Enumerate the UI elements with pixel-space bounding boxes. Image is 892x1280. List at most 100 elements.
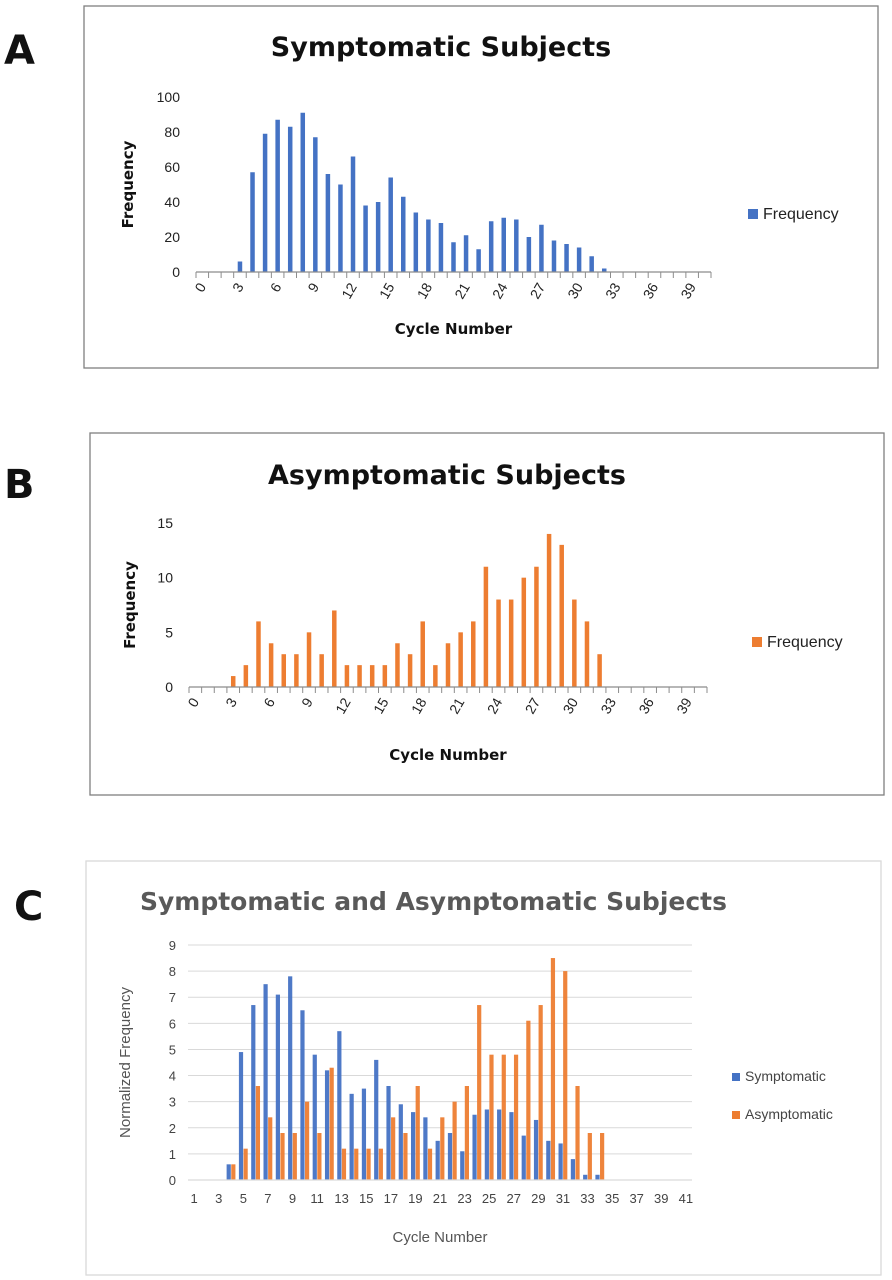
- chart-frame: [83, 5, 879, 369]
- bar-frequency: [300, 112, 306, 272]
- legend-swatch: [732, 1111, 740, 1119]
- bar-asymptomatic: [477, 1005, 482, 1180]
- bar-symptomatic: [558, 1143, 563, 1180]
- x-tick-label: 3: [215, 1191, 222, 1206]
- bar-frequency: [546, 533, 552, 687]
- legend-swatch: [732, 1073, 740, 1081]
- bar-asymptomatic: [231, 1164, 236, 1180]
- bar-asymptomatic: [243, 1148, 248, 1180]
- legend-label: Frequency: [767, 634, 843, 651]
- bar-asymptomatic: [575, 1086, 580, 1180]
- bar-frequency: [268, 643, 274, 687]
- bar-frequency: [433, 665, 438, 687]
- x-tick-label: 33: [602, 280, 624, 302]
- bar-frequency: [508, 599, 514, 687]
- x-tick-label: 29: [531, 1191, 545, 1206]
- bar-frequency: [438, 223, 444, 272]
- bar-symptomatic: [447, 1133, 453, 1180]
- y-tick-label: 0: [169, 1173, 176, 1188]
- bar-asymptomatic: [538, 1005, 543, 1180]
- panel-label-c: C: [14, 884, 44, 930]
- bar-frequency: [338, 184, 343, 272]
- bar-asymptomatic: [600, 1133, 605, 1180]
- bar-asymptomatic: [317, 1133, 322, 1180]
- x-tick-label: 15: [359, 1191, 373, 1206]
- bar-asymptomatic: [563, 971, 568, 1180]
- bar-frequency: [597, 654, 602, 687]
- bar-frequency: [488, 221, 494, 272]
- bar-frequency: [476, 249, 481, 272]
- bar-frequency: [350, 156, 356, 272]
- bar-frequency: [294, 654, 299, 687]
- bar-symptomatic: [226, 1164, 231, 1180]
- bar-asymptomatic: [587, 1133, 592, 1180]
- y-axis-label: Frequency: [121, 561, 139, 649]
- bar-symptomatic: [484, 1109, 489, 1180]
- x-axis-label: Cycle Number: [395, 320, 513, 338]
- bar-frequency: [319, 654, 324, 687]
- bar-symptomatic: [337, 1031, 342, 1180]
- bar-symptomatic: [497, 1109, 502, 1180]
- bar-frequency: [564, 244, 569, 272]
- bar-frequency: [589, 256, 594, 272]
- bar-symptomatic: [288, 976, 293, 1180]
- x-tick-label: 17: [384, 1191, 398, 1206]
- x-tick-label: 23: [457, 1191, 471, 1206]
- bar-symptomatic: [546, 1140, 551, 1180]
- x-axis-label: Cycle Number: [389, 746, 507, 764]
- bar-asymptomatic: [341, 1148, 347, 1180]
- x-tick-label: 39: [677, 280, 699, 302]
- bar-symptomatic: [386, 1086, 391, 1180]
- chart-frame: [89, 432, 885, 796]
- y-tick-label: 0: [172, 264, 180, 280]
- bar-frequency: [332, 610, 337, 687]
- x-tick-label: 37: [629, 1191, 643, 1206]
- x-tick-label: 18: [414, 280, 436, 302]
- y-tick-label: 10: [157, 570, 173, 586]
- bar-frequency: [363, 205, 368, 272]
- bar-symptomatic: [595, 1174, 600, 1180]
- x-tick-label: 39: [654, 1191, 668, 1206]
- bar-asymptomatic: [366, 1148, 371, 1180]
- bar-asymptomatic: [354, 1148, 359, 1180]
- bar-symptomatic: [521, 1135, 526, 1180]
- bar-symptomatic: [374, 1059, 379, 1180]
- x-tick-label: 35: [605, 1191, 619, 1206]
- x-tick-label: 36: [640, 280, 662, 302]
- bar-asymptomatic: [464, 1086, 469, 1180]
- x-tick-label: 11: [310, 1191, 324, 1206]
- x-tick-label: 25: [482, 1191, 496, 1206]
- y-tick-label: 5: [169, 1042, 176, 1057]
- bar-symptomatic: [472, 1114, 477, 1180]
- y-tick-label: 3: [169, 1095, 176, 1110]
- y-axis-label: Normalized Frequency: [117, 987, 134, 1138]
- bar-symptomatic: [238, 1052, 244, 1180]
- bar-frequency: [445, 643, 451, 687]
- x-tick-label: 39: [673, 695, 695, 717]
- y-tick-label: 2: [169, 1121, 176, 1136]
- chart-title: Symptomatic Subjects: [271, 32, 611, 63]
- bar-frequency: [237, 261, 243, 272]
- bar-asymptomatic: [513, 1054, 519, 1180]
- y-tick-label: 20: [164, 229, 180, 245]
- bar-frequency: [262, 133, 268, 272]
- bar-frequency: [287, 126, 293, 272]
- bar-asymptomatic: [427, 1148, 433, 1180]
- bar-frequency: [501, 217, 506, 272]
- bar-asymptomatic: [403, 1133, 408, 1180]
- chart-title: Symptomatic and Asymptomatic Subjects: [140, 887, 727, 916]
- bar-frequency: [243, 665, 249, 687]
- y-tick-label: 0: [165, 679, 173, 695]
- bar-symptomatic: [263, 984, 268, 1180]
- bar-symptomatic: [361, 1088, 367, 1180]
- bar-asymptomatic: [452, 1101, 457, 1180]
- y-tick-label: 15: [157, 515, 173, 531]
- bar-asymptomatic: [255, 1086, 261, 1180]
- bar-frequency: [451, 242, 456, 272]
- bar-frequency: [463, 235, 469, 272]
- y-tick-label: 6: [169, 1016, 176, 1031]
- legend-swatch: [748, 209, 758, 219]
- x-tick-label: 30: [564, 280, 586, 302]
